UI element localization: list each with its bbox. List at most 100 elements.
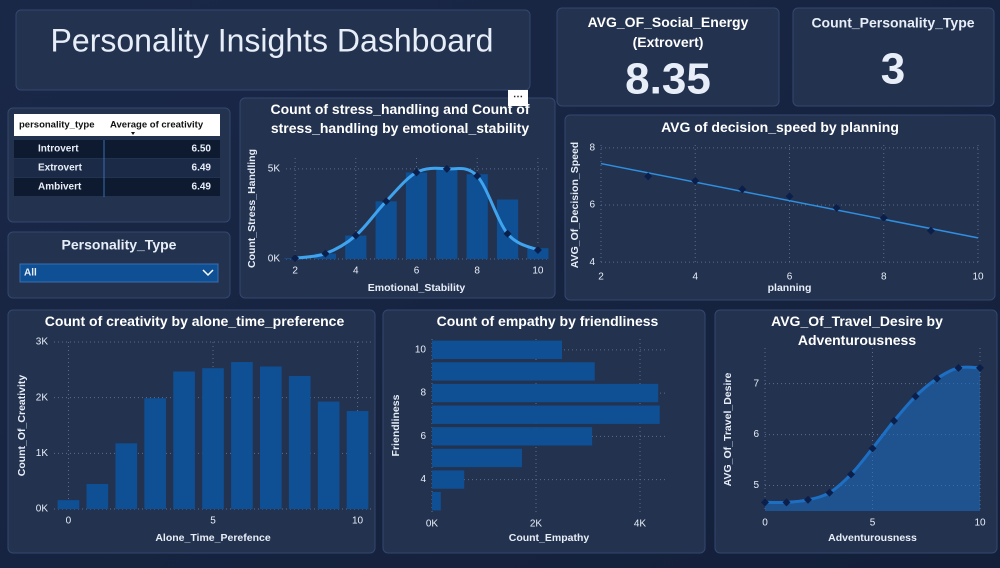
data-point bbox=[868, 444, 877, 453]
chart-panel bbox=[564, 114, 996, 301]
y-tick-label: 10 bbox=[415, 344, 427, 355]
x-tick-label: 6 bbox=[787, 272, 793, 283]
data-point bbox=[825, 488, 834, 497]
y-tick-label: 3K bbox=[36, 337, 49, 348]
bar bbox=[432, 340, 562, 360]
area bbox=[765, 367, 980, 511]
bar bbox=[115, 443, 138, 509]
bar bbox=[317, 401, 340, 509]
y-tick-label: 7 bbox=[753, 378, 759, 389]
x-tick-label: 8 bbox=[881, 272, 887, 283]
data-point bbox=[412, 168, 421, 177]
data-point bbox=[442, 164, 451, 173]
y-tick-label: 4 bbox=[420, 474, 426, 485]
y-axis-label: AVG_Of_Decision_Speed bbox=[569, 142, 581, 268]
data-point bbox=[785, 192, 794, 201]
bar bbox=[432, 383, 659, 403]
bar bbox=[144, 398, 167, 509]
chart: Count of empathy by friendliness Count_Em… bbox=[390, 313, 666, 544]
dropdown-arrow[interactable] bbox=[202, 269, 214, 277]
chart: Count of creativity by alone_time_prefer… bbox=[16, 313, 372, 544]
data-point bbox=[321, 249, 330, 258]
table-cell: 6.49 bbox=[192, 163, 212, 174]
table-cell: 6.49 bbox=[192, 182, 212, 193]
x-tick-label: 10 bbox=[972, 272, 984, 283]
chart-title: AVG of decision_speed by planning bbox=[661, 119, 899, 135]
x-tick-label: 4 bbox=[353, 266, 359, 277]
kpi-value: 3 bbox=[881, 45, 905, 94]
chart-title: Count of empathy by friendliness bbox=[436, 313, 659, 329]
chart-title-box: Count of creativity by alone_time_prefer… bbox=[45, 313, 345, 329]
slicer-value[interactable]: All bbox=[24, 268, 37, 279]
x-tick-label: 10 bbox=[352, 516, 364, 527]
y-tick-label: 4 bbox=[589, 257, 595, 268]
x-axis-label: Alone_Time_Perefence bbox=[155, 532, 271, 544]
y-tick-label: 0K bbox=[268, 254, 281, 265]
chart: AVG_Of_Travel_Desire by Adventurousness A… bbox=[722, 313, 986, 544]
bar bbox=[202, 368, 224, 509]
chart-title: Count of stress_handling and Count of st… bbox=[270, 101, 530, 136]
bar bbox=[57, 500, 80, 509]
kpi-value: 8.35 bbox=[625, 55, 711, 104]
y-tick-label: 6 bbox=[420, 431, 426, 442]
charts: Count of stress_handling and Count of st… bbox=[16, 101, 986, 544]
data-point bbox=[533, 245, 542, 254]
data-point bbox=[691, 176, 700, 185]
y-axis-label: Count_Of_Creativity bbox=[16, 375, 28, 477]
bar bbox=[432, 427, 593, 446]
bar bbox=[405, 172, 428, 259]
kpi-label-box: AVG_OF_Social_Energy (Extrovert) bbox=[587, 14, 749, 50]
data-point bbox=[832, 203, 841, 212]
slicer-dropdown[interactable] bbox=[19, 263, 219, 283]
bar bbox=[432, 362, 595, 381]
data-point bbox=[644, 172, 653, 181]
x-tick-label: 4 bbox=[692, 272, 698, 283]
bar bbox=[173, 371, 195, 509]
y-axis-label: Friendliness bbox=[390, 394, 402, 456]
data-point bbox=[847, 470, 855, 479]
trend-line bbox=[600, 162, 979, 239]
kpi-label: Count_Personality_Type bbox=[811, 15, 974, 31]
kpi-card bbox=[792, 7, 995, 107]
data-point bbox=[954, 363, 963, 372]
data-point bbox=[351, 231, 360, 240]
data-point bbox=[879, 213, 888, 222]
x-tick-label: 0K bbox=[426, 519, 439, 530]
table-header bbox=[14, 114, 220, 136]
y-axis-label: AVG_Of_Travel_Desire bbox=[722, 373, 734, 487]
sort-icon bbox=[131, 132, 135, 135]
more-options-button[interactable] bbox=[508, 90, 528, 106]
slicer-title: Personality_Type bbox=[62, 237, 177, 253]
table-body: Introvert 6.50 Extrovert 6.49 Ambivert 6.49 bbox=[14, 140, 220, 197]
data-point bbox=[503, 229, 512, 238]
x-tick-label: 6 bbox=[414, 266, 420, 277]
more-options-icon[interactable]: ⋯ bbox=[513, 92, 523, 103]
bar bbox=[346, 411, 369, 509]
data-point bbox=[382, 197, 391, 206]
table-column: personality_type bbox=[19, 120, 95, 131]
data-point bbox=[804, 495, 812, 504]
x-tick-label: 2 bbox=[292, 266, 298, 277]
data-point bbox=[926, 226, 935, 235]
data-point bbox=[473, 172, 482, 181]
x-tick-label: 8 bbox=[474, 266, 480, 277]
chart-title-box: Count of empathy by friendliness bbox=[436, 313, 659, 329]
y-tick-label: 2K bbox=[36, 392, 49, 403]
bar bbox=[432, 448, 522, 468]
chart: AVG of decision_speed by planning plannin… bbox=[569, 119, 984, 294]
data-point bbox=[291, 254, 300, 263]
table-row bbox=[14, 178, 220, 196]
x-tick-label: 2K bbox=[530, 519, 543, 530]
data-point bbox=[738, 185, 747, 194]
x-axis-label: planning bbox=[768, 282, 812, 294]
header-panel bbox=[15, 9, 531, 91]
bar bbox=[496, 199, 519, 259]
x-tick-label: 5 bbox=[870, 518, 876, 529]
x-tick-label: 5 bbox=[210, 516, 216, 527]
bar bbox=[231, 362, 253, 509]
data-point bbox=[890, 416, 898, 425]
x-tick-label: 2 bbox=[598, 272, 604, 283]
kpi-label: AVG_OF_Social_Energy (Extrovert) bbox=[587, 14, 749, 50]
y-tick-label: 0K bbox=[36, 504, 49, 515]
